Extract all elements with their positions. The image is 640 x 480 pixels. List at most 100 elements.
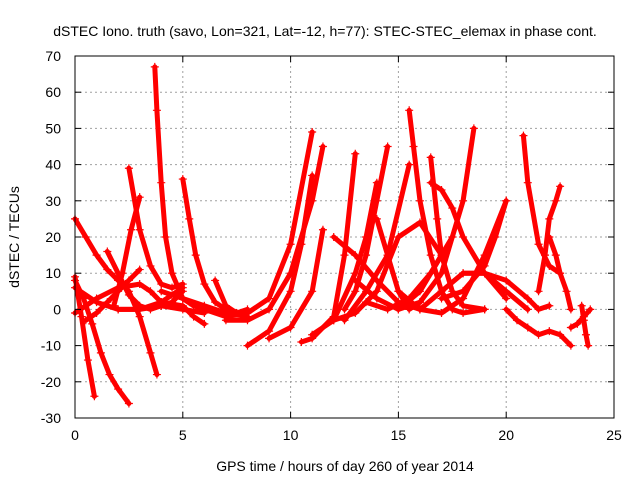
y-tick-label: 40 <box>45 157 61 173</box>
data-point <box>124 276 133 285</box>
data-point <box>586 305 595 314</box>
data-point <box>534 287 543 296</box>
data-point <box>534 305 543 314</box>
data-point <box>157 178 166 187</box>
series-trace <box>212 277 250 316</box>
data-point <box>437 294 446 303</box>
data-point <box>523 305 532 314</box>
data-point <box>405 160 414 169</box>
pass-series <box>459 269 554 314</box>
data-point <box>351 287 360 296</box>
data-point <box>383 305 392 314</box>
data-point <box>211 298 220 307</box>
series-trace <box>201 129 315 320</box>
data-point <box>135 225 144 234</box>
series-trace <box>72 274 97 399</box>
data-point <box>340 305 349 314</box>
data-point <box>243 341 252 350</box>
data-point <box>372 294 381 303</box>
data-point <box>566 323 575 332</box>
data-point <box>103 298 112 307</box>
data-point <box>551 196 560 205</box>
y-tick-label: -20 <box>41 374 61 390</box>
data-point <box>178 280 187 289</box>
data-point <box>297 337 306 346</box>
data-point <box>221 301 230 310</box>
data-point <box>502 305 511 314</box>
data-point <box>243 316 252 325</box>
data-point <box>426 153 435 162</box>
data-point <box>265 294 274 303</box>
data-point <box>437 185 446 194</box>
y-axis-ticks: -30 -20 -10 0 10 20 30 40 50 60 70 <box>41 48 614 426</box>
data-point <box>394 287 403 296</box>
data-point <box>157 298 166 307</box>
data-point <box>577 301 586 310</box>
data-point <box>286 323 295 332</box>
data-point <box>152 106 161 115</box>
data-point <box>502 196 511 205</box>
series-trace <box>395 198 509 316</box>
data-point <box>351 276 360 285</box>
data-point <box>523 178 532 187</box>
data-point <box>83 356 92 365</box>
data-point <box>437 309 446 318</box>
data-point <box>566 305 575 314</box>
data-point <box>191 251 200 260</box>
data-point <box>480 261 489 270</box>
data-point <box>340 251 349 260</box>
data-point <box>200 280 209 289</box>
series-trace <box>579 303 591 349</box>
x-tick-label: 25 <box>606 427 622 443</box>
data-point <box>556 269 565 278</box>
data-point <box>178 301 187 310</box>
data-point <box>178 175 187 184</box>
data-point <box>394 305 403 314</box>
data-point <box>459 309 468 318</box>
data-point <box>534 330 543 339</box>
x-axis-label: GPS time / hours of day 260 of year 2014 <box>216 458 474 474</box>
data-point <box>243 309 252 318</box>
pass-series <box>545 233 575 314</box>
data-point <box>534 240 543 249</box>
data-point <box>221 316 230 325</box>
data-point <box>265 334 274 343</box>
data-point <box>90 392 99 401</box>
data-point <box>157 280 166 289</box>
y-tick-label: 30 <box>45 193 61 209</box>
data-point <box>286 287 295 296</box>
data-point <box>351 269 360 278</box>
data-point <box>351 309 360 318</box>
data-point <box>426 269 435 278</box>
data-point <box>286 240 295 249</box>
y-tick-label: 50 <box>45 120 61 136</box>
data-point <box>523 323 532 332</box>
data-point <box>502 276 511 285</box>
data-point <box>448 204 457 213</box>
x-tick-label: 20 <box>498 427 514 443</box>
series-trace <box>152 64 207 312</box>
pass-series <box>426 153 489 314</box>
pass-series <box>265 225 327 343</box>
data-point <box>541 251 550 260</box>
y-tick-label: 60 <box>45 84 61 100</box>
y-tick-label: -10 <box>41 338 61 354</box>
data-point <box>92 309 101 318</box>
data-points <box>71 62 595 408</box>
data-point <box>426 251 435 260</box>
data-point <box>329 316 338 325</box>
data-point <box>523 294 532 303</box>
data-point <box>409 142 418 151</box>
pass-series <box>221 142 327 325</box>
x-tick-label: 0 <box>71 427 79 443</box>
data-point <box>584 341 593 350</box>
data-point <box>556 182 565 191</box>
data-point <box>105 370 114 379</box>
y-axis-label: dSTEC / TECUs <box>6 186 22 288</box>
data-point <box>415 298 424 307</box>
data-point <box>318 225 327 234</box>
pass-series <box>534 182 565 296</box>
pass-series <box>577 301 593 350</box>
data-point <box>351 251 360 260</box>
